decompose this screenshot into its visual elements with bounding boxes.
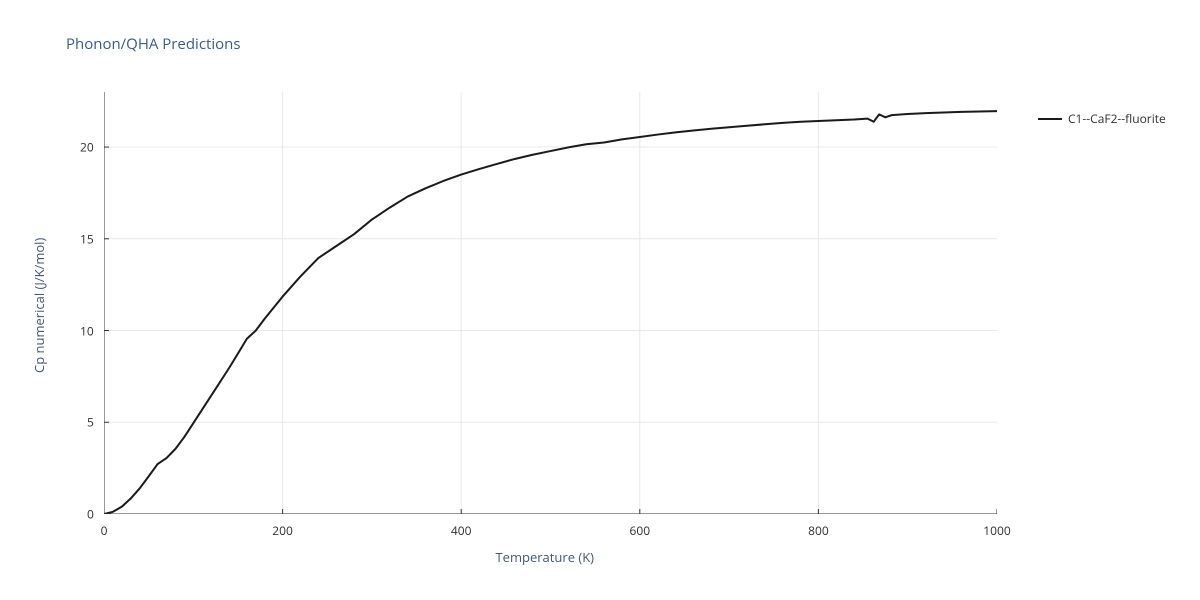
legend: C1--CaF2--fluorite: [1038, 110, 1166, 127]
y-tick-label: 5: [87, 414, 94, 431]
x-tick-label: 0: [101, 522, 108, 539]
x-tick-label: 600: [630, 522, 651, 539]
legend-label: C1--CaF2--fluorite: [1068, 110, 1166, 127]
plot-area: [104, 92, 997, 514]
chart-title: Phonon/QHA Predictions: [66, 34, 241, 54]
chart-container: Phonon/QHA Predictions 02004006008001000…: [0, 0, 1200, 600]
x-axis-label: Temperature (K): [496, 548, 595, 566]
y-axis-label: Cp numerical (J/K/mol): [30, 238, 48, 373]
x-tick-label: 800: [808, 522, 829, 539]
y-tick-label: 0: [87, 506, 94, 523]
y-tick-label: 10: [80, 322, 94, 339]
x-tick-label: 400: [451, 522, 472, 539]
x-tick-label: 200: [272, 522, 293, 539]
legend-swatch: [1038, 118, 1062, 120]
x-tick-label: 1000: [983, 522, 1010, 539]
y-tick-label: 15: [80, 230, 94, 247]
y-tick-label: 20: [80, 139, 94, 156]
